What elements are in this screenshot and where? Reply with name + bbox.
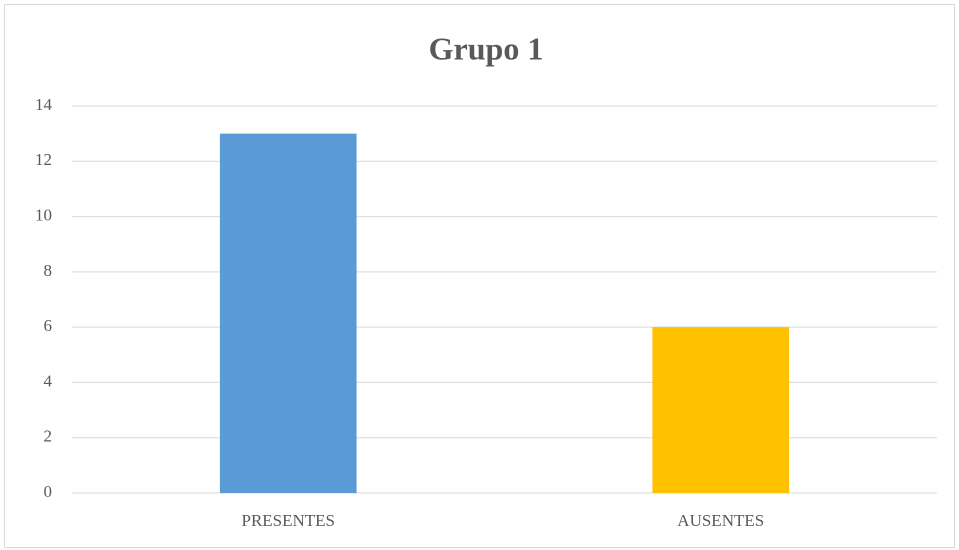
chart-border bbox=[4, 4, 955, 548]
y-tick-label: 12 bbox=[35, 150, 52, 169]
y-tick-label: 2 bbox=[44, 427, 53, 446]
x-tick-label: AUSENTES bbox=[677, 511, 764, 530]
x-tick-label: PRESENTES bbox=[241, 511, 335, 530]
bar bbox=[219, 133, 357, 493]
y-tick-label: 6 bbox=[44, 316, 53, 335]
y-tick-label: 14 bbox=[35, 95, 53, 114]
y-tick-label: 4 bbox=[44, 371, 53, 390]
y-tick-label: 0 bbox=[44, 482, 53, 501]
bar bbox=[652, 327, 790, 493]
y-tick-label: 10 bbox=[35, 205, 52, 224]
chart-title: Grupo 1 bbox=[429, 30, 544, 66]
y-tick-label: 8 bbox=[44, 261, 53, 280]
